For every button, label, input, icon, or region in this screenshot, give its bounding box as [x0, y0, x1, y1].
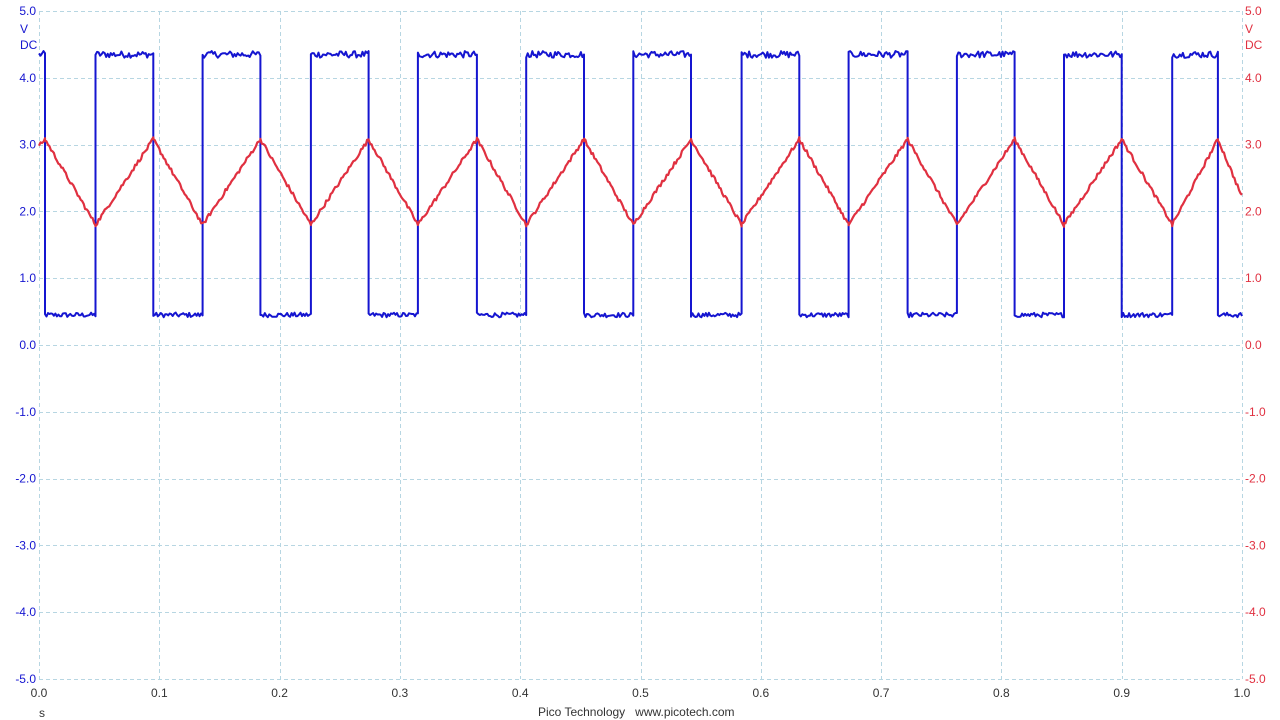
grid: [39, 11, 1243, 680]
right-y-tick-label: 0.0: [1245, 338, 1262, 352]
right-y-tick-label: -2.0: [1245, 472, 1266, 486]
left-axis-ticks: 5.0 4.0 3.0 2.0 1.0 0.0 -1.0 -2.0 -3.0 -4.0 -5.0 VD…: [15, 4, 37, 686]
traces: [37, 50, 1243, 319]
footer-credit: Pico Technology www.picotech.com: [538, 705, 735, 719]
right-axis-coupling: DC: [1245, 38, 1263, 52]
x-tick-label: 0.9: [1113, 686, 1130, 700]
right-y-tick-label: -1.0: [1245, 405, 1266, 419]
footer: s Pico Technology www.picotech.com: [0, 704, 1280, 720]
right-axis-ticks: 5.0 4.0 3.0 2.0 1.0 0.0 -1.0 -2.0 -3.0 -4.0 -5.0 VD…: [1245, 4, 1266, 686]
left-y-tick-label: 5.0: [19, 4, 36, 18]
left-y-tick-label: 1.0: [19, 271, 36, 285]
left-axis-coupling: DC: [20, 38, 38, 52]
right-y-tick-label: -4.0: [1245, 605, 1266, 619]
left-y-tick-label: -3.0: [15, 538, 36, 552]
x-tick-label: 1.0: [1234, 686, 1251, 700]
triangle-wave-trace: [37, 136, 1243, 228]
square-wave-trace: [38, 50, 1243, 319]
right-y-tick-label: 1.0: [1245, 271, 1262, 285]
right-axis-unit: V: [1245, 22, 1253, 36]
left-y-tick-label: 4.0: [19, 71, 36, 85]
brand-name: Pico Technology: [538, 705, 626, 719]
left-axis-unit: V: [20, 22, 28, 36]
left-y-tick-label: 2.0: [19, 204, 36, 218]
x-axis-unit: s: [39, 706, 45, 720]
right-y-tick-label: 3.0: [1245, 138, 1262, 152]
x-tick-label: 0.6: [752, 686, 769, 700]
right-y-tick-label: 4.0: [1245, 71, 1262, 85]
x-axis-ticks: 0.0 0.1 0.2 0.3 0.4 0.5 0.6 0.7 0.8 0.9 1.0: [31, 686, 1251, 700]
left-y-tick-label: 0.0: [19, 338, 36, 352]
left-y-tick-label: -4.0: [15, 605, 36, 619]
right-y-tick-label: -3.0: [1245, 538, 1266, 552]
right-y-tick-label: -5.0: [1245, 672, 1266, 686]
x-tick-label: 0.4: [512, 686, 529, 700]
left-y-tick-label: -5.0: [15, 672, 36, 686]
brand-url[interactable]: www.picotech.com: [635, 705, 735, 719]
left-y-tick-label: 3.0: [19, 138, 36, 152]
x-tick-label: 0.2: [271, 686, 288, 700]
left-y-tick-label: -1.0: [15, 405, 36, 419]
left-y-tick-label: -2.0: [15, 472, 36, 486]
x-tick-label: 0.1: [151, 686, 168, 700]
x-tick-label: 0.5: [632, 686, 649, 700]
x-tick-label: 0.8: [993, 686, 1010, 700]
right-y-tick-label: 2.0: [1245, 204, 1262, 218]
x-tick-label: 0.0: [31, 686, 48, 700]
x-tick-label: 0.3: [392, 686, 409, 700]
right-y-tick-label: 5.0: [1245, 4, 1262, 18]
x-tick-label: 0.7: [873, 686, 890, 700]
